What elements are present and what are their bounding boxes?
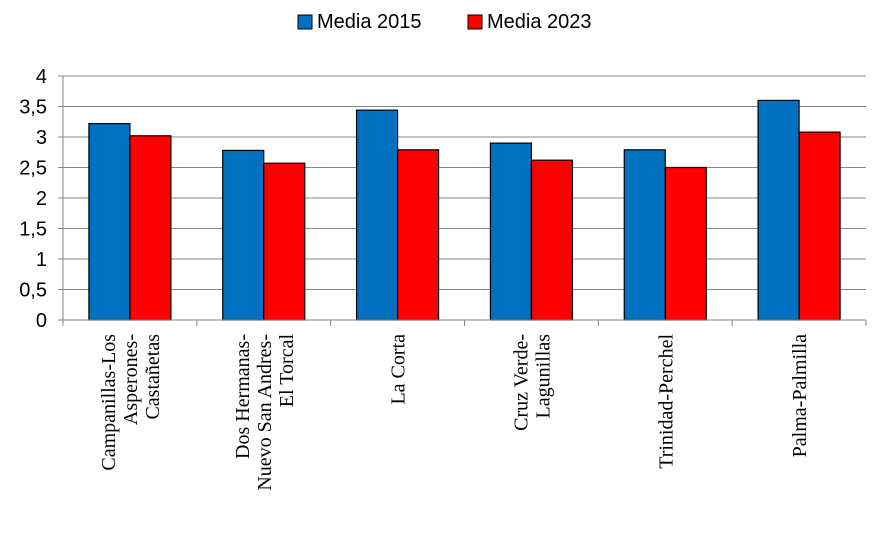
bar-media-2015: [88, 122, 131, 321]
bar-media-2023: [530, 159, 574, 321]
y-tick-label: 1: [36, 249, 47, 271]
bar-media-2023: [396, 149, 440, 321]
category-label-line: Castañetas: [142, 334, 164, 420]
bar-media-2015: [623, 149, 666, 321]
bar-media-2015: [355, 109, 399, 321]
bar-media-2015: [757, 99, 800, 321]
legend-label: Media 2023: [487, 11, 592, 33]
category-label: Dos Hermanas- Nuevo San Andres- El Torcal: [232, 334, 298, 491]
bar-media-2023: [664, 166, 707, 321]
y-tick-label: 1,5: [19, 219, 47, 241]
category-label-line: Lagunillas: [532, 334, 554, 419]
bar-media-2023: [798, 131, 841, 321]
y-tick-label: 4: [36, 66, 47, 88]
category-label-line: El Torcal: [276, 334, 298, 408]
category-label-line: Nuevo San Andres-: [254, 334, 276, 491]
category-label-line: Asperones-: [120, 334, 142, 425]
bar-media-2023: [129, 135, 172, 321]
y-tick-label: 2,5: [19, 158, 47, 180]
legend-label: Media 2015: [317, 11, 422, 33]
category-label-line: Cruz Verde-: [510, 334, 532, 431]
category-label: La Corta: [388, 334, 410, 405]
bar-media-2023: [263, 162, 306, 321]
legend: Media 2015 Media 2023: [297, 11, 592, 33]
bars: [88, 99, 841, 321]
legend-swatch: [467, 14, 483, 30]
category-label-line: Palma-Palmilla: [789, 334, 811, 457]
bar-media-2015: [222, 149, 265, 321]
y-tick-label: 3: [36, 127, 47, 149]
axes: [58, 75, 867, 326]
category-label: Trinidad-Perchel: [655, 334, 677, 469]
legend-swatch: [297, 14, 313, 30]
gridlines: [63, 75, 866, 290]
category-label-line: Trinidad-Perchel: [655, 334, 677, 469]
y-tick-labels: 0 0,5 1 1,5 2 2,5 3 3,5 4: [19, 66, 47, 332]
category-label-line: Campanillas-Los: [98, 334, 120, 471]
y-tick-label: 0,5: [19, 280, 47, 302]
category-label: Cruz Verde- Lagunillas: [510, 334, 554, 431]
category-label-line: Dos Hermanas-: [232, 334, 254, 459]
y-tick-label: 2: [36, 188, 47, 210]
category-label: Palma-Palmilla: [789, 334, 811, 457]
bar-media-2015: [489, 142, 533, 321]
category-label: Campanillas-Los Asperones- Castañetas: [98, 334, 164, 471]
y-tick-label: 3,5: [19, 97, 47, 119]
category-labels: Campanillas-Los Asperones- Castañetas Dos H…: [98, 334, 811, 491]
y-tick-label: 0: [36, 310, 47, 332]
category-label-line: La Corta: [388, 334, 410, 405]
